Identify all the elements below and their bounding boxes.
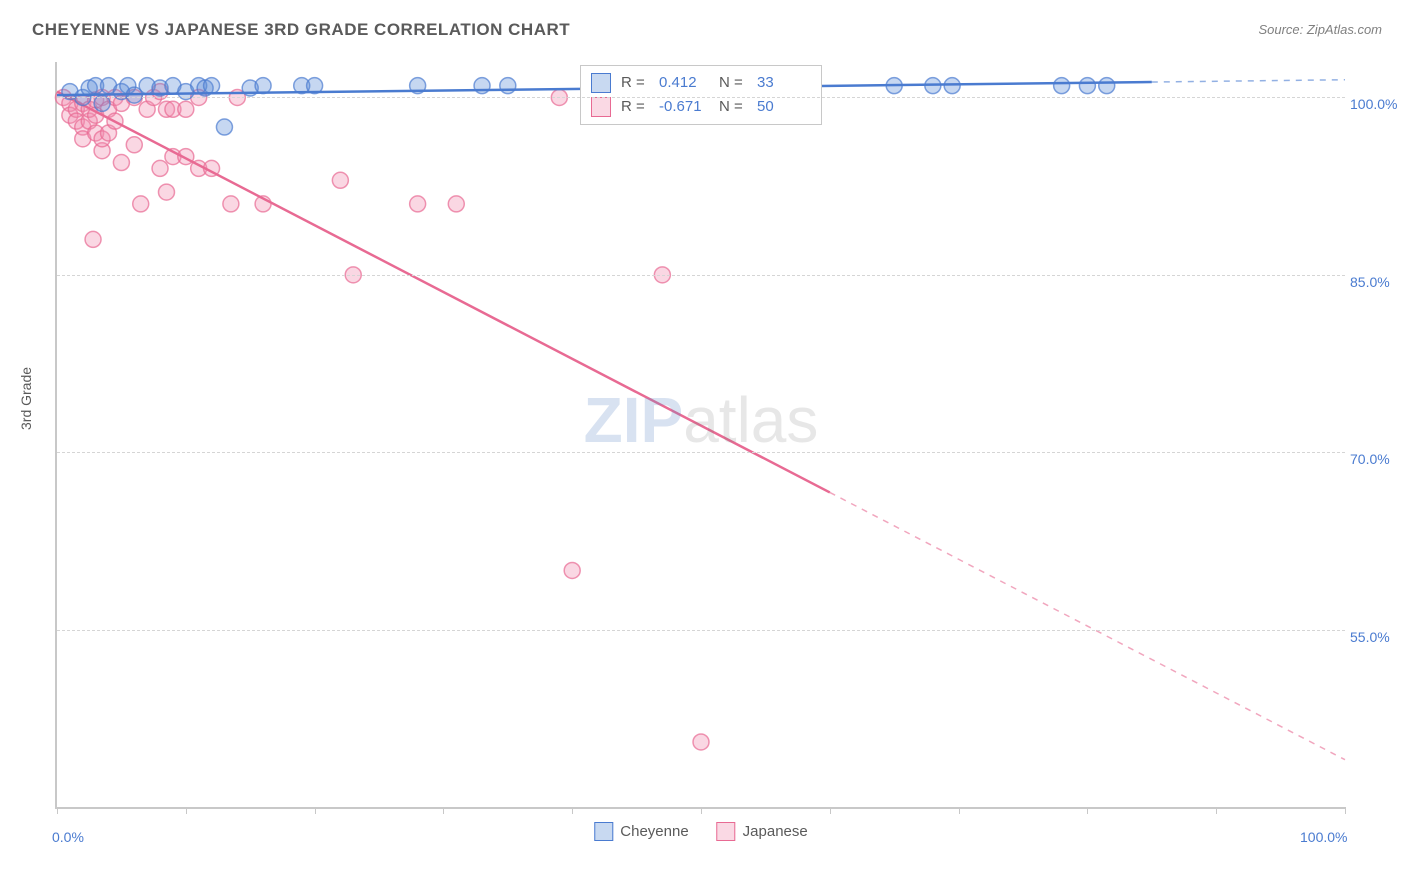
gridline — [57, 97, 1345, 98]
r-label: R = — [621, 71, 649, 95]
series-legend: Cheyenne Japanese — [594, 822, 807, 841]
r-value: 0.412 — [659, 71, 709, 95]
y-tick-label: 55.0% — [1350, 629, 1405, 645]
n-value: 50 — [757, 95, 807, 119]
n-label: N = — [719, 95, 747, 119]
cheyenne-trendline-dashed — [1152, 80, 1345, 82]
y-axis-label: 3rd Grade — [18, 367, 34, 430]
japanese-point — [133, 196, 149, 212]
japanese-trendline — [57, 92, 830, 493]
cheyenne-point — [1099, 78, 1115, 94]
x-tick — [186, 807, 187, 814]
legend-label: Japanese — [743, 823, 808, 840]
japanese-point — [158, 184, 174, 200]
cheyenne-point — [255, 78, 271, 94]
gridline — [57, 630, 1345, 631]
x-tick — [959, 807, 960, 814]
chart-svg — [57, 62, 1345, 807]
cheyenne-point — [216, 119, 232, 135]
x-tick — [1345, 807, 1346, 814]
x-tick-label: 0.0% — [52, 829, 84, 845]
legend-swatch — [591, 73, 611, 93]
japanese-point — [152, 160, 168, 176]
japanese-point — [126, 137, 142, 153]
legend-item: Japanese — [717, 822, 808, 841]
gridline — [57, 452, 1345, 453]
cheyenne-point — [1079, 78, 1095, 94]
japanese-point — [693, 734, 709, 750]
y-tick-label: 85.0% — [1350, 274, 1405, 290]
n-value: 33 — [757, 71, 807, 95]
japanese-point — [332, 172, 348, 188]
japanese-trendline-dashed — [830, 492, 1345, 759]
japanese-point — [85, 231, 101, 247]
x-tick — [57, 807, 58, 814]
x-tick — [572, 807, 573, 814]
stats-legend-row: R = 0.412 N = 33 — [591, 71, 807, 95]
japanese-point — [564, 562, 580, 578]
stats-legend-row: R = -0.671 N = 50 — [591, 95, 807, 119]
n-label: N = — [719, 71, 747, 95]
legend-item: Cheyenne — [594, 822, 688, 841]
gridline — [57, 275, 1345, 276]
chart-title: CHEYENNE VS JAPANESE 3RD GRADE CORRELATI… — [32, 20, 570, 40]
cheyenne-point — [500, 78, 516, 94]
x-tick — [830, 807, 831, 814]
source-attribution: Source: ZipAtlas.com — [1258, 22, 1382, 37]
x-tick — [1087, 807, 1088, 814]
x-tick — [1216, 807, 1217, 814]
x-tick — [443, 807, 444, 814]
legend-label: Cheyenne — [620, 823, 688, 840]
cheyenne-point — [204, 78, 220, 94]
r-value: -0.671 — [659, 95, 709, 119]
legend-swatch — [717, 822, 736, 841]
legend-swatch — [591, 97, 611, 117]
y-tick-label: 100.0% — [1350, 96, 1405, 112]
japanese-point — [113, 155, 129, 171]
japanese-point — [223, 196, 239, 212]
stats-legend: R = 0.412 N = 33 R = -0.671 N = 50 — [580, 65, 822, 125]
japanese-point — [448, 196, 464, 212]
legend-swatch — [594, 822, 613, 841]
cheyenne-point — [1054, 78, 1070, 94]
japanese-point — [410, 196, 426, 212]
japanese-point — [178, 101, 194, 117]
plot-area: ZIPatlas R =0.412N =33R =-0.671N =50 Che… — [55, 62, 1345, 809]
y-tick-label: 70.0% — [1350, 451, 1405, 467]
x-tick-label: 100.0% — [1300, 829, 1347, 845]
x-tick — [701, 807, 702, 814]
x-tick — [315, 807, 316, 814]
r-label: R = — [621, 95, 649, 119]
